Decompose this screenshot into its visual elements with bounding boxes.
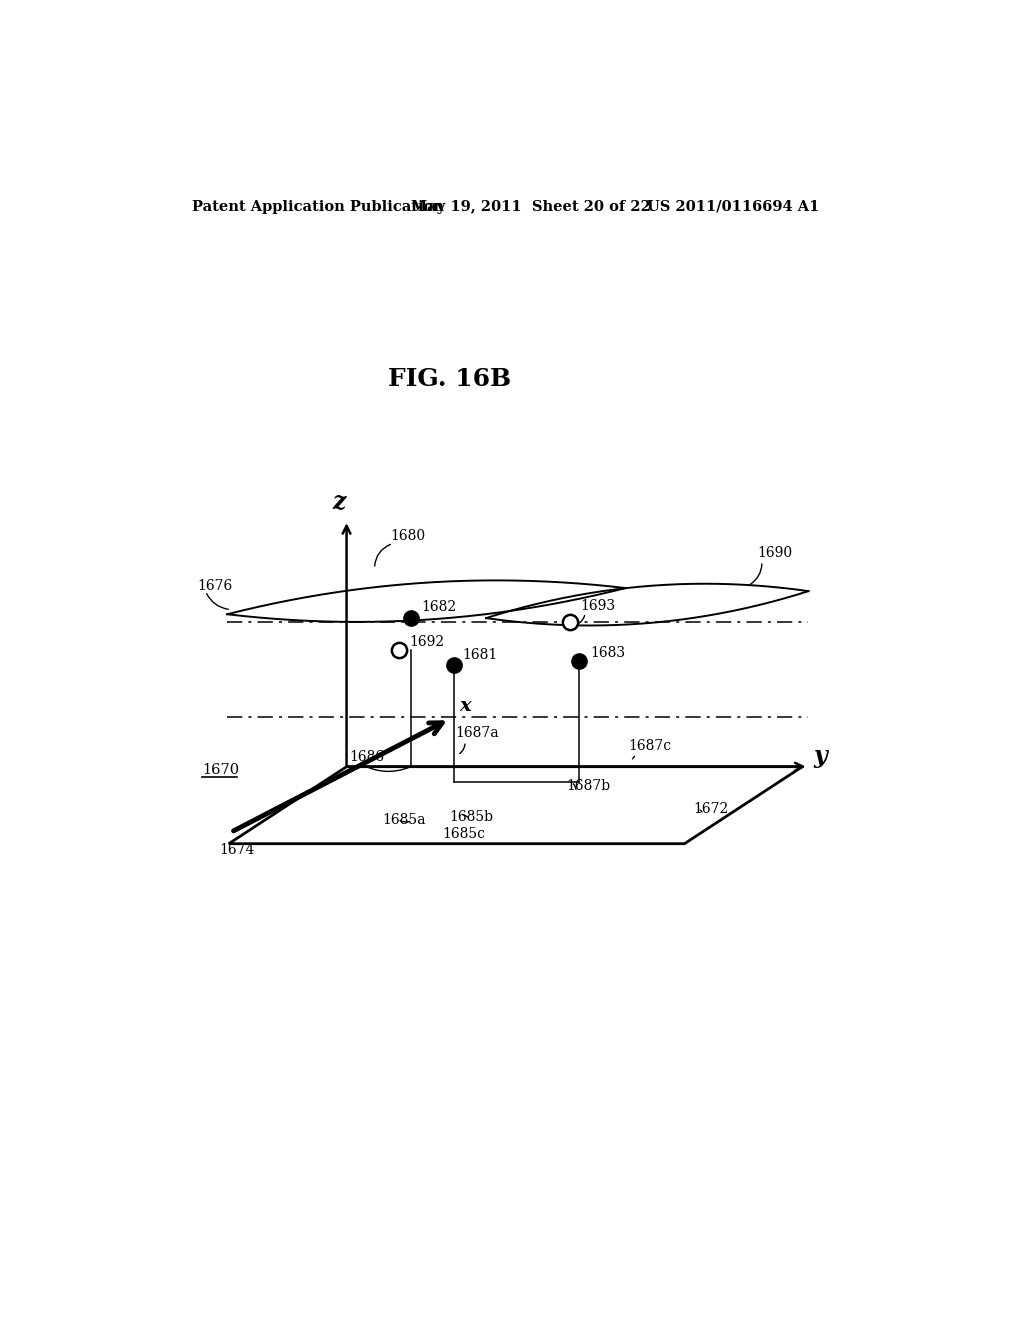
Text: US 2011/0116694 A1: US 2011/0116694 A1 xyxy=(647,199,819,214)
Text: x: x xyxy=(460,697,471,715)
Text: 1685c: 1685c xyxy=(442,826,485,841)
Text: 1681: 1681 xyxy=(463,648,498,661)
Text: 1682: 1682 xyxy=(421,601,456,614)
Text: FIG. 16B: FIG. 16B xyxy=(388,367,511,391)
Text: 1687c: 1687c xyxy=(628,739,671,752)
Text: 1670: 1670 xyxy=(203,763,240,777)
Text: 1676: 1676 xyxy=(198,578,233,593)
Text: 1685b: 1685b xyxy=(450,809,494,824)
Text: 1692: 1692 xyxy=(410,635,444,649)
Text: 1683: 1683 xyxy=(590,645,625,660)
Text: 1693: 1693 xyxy=(580,599,615,614)
Text: 1685a: 1685a xyxy=(382,813,426,828)
Text: y: y xyxy=(813,744,827,768)
Text: Patent Application Publication: Patent Application Publication xyxy=(191,199,443,214)
Text: 1686: 1686 xyxy=(349,750,384,763)
Text: 1687a: 1687a xyxy=(455,726,499,741)
Text: 1680: 1680 xyxy=(390,528,425,543)
Text: 1674: 1674 xyxy=(219,842,255,857)
Text: 1672: 1672 xyxy=(693,803,729,816)
Text: z: z xyxy=(332,490,345,513)
Text: 1690: 1690 xyxy=(758,546,793,560)
Text: 1687b: 1687b xyxy=(566,779,610,793)
Text: May 19, 2011  Sheet 20 of 22: May 19, 2011 Sheet 20 of 22 xyxy=(411,199,650,214)
